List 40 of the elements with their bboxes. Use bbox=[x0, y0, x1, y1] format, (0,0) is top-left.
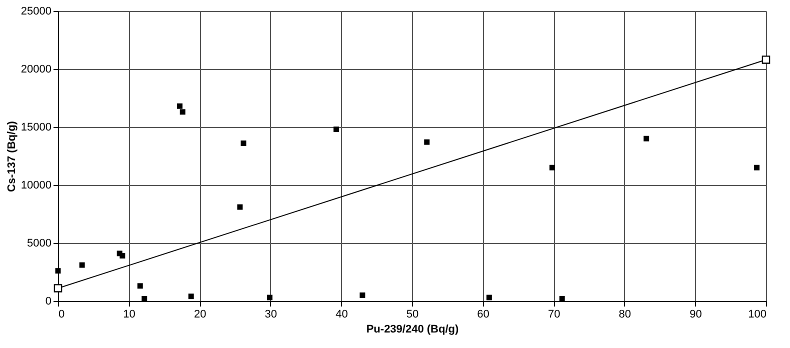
x-tick-label: 30 bbox=[264, 308, 278, 320]
y-tick-label: 0 bbox=[45, 296, 52, 308]
point bbox=[137, 283, 143, 289]
y-tick-label: 10000 bbox=[20, 180, 52, 192]
point bbox=[762, 56, 770, 64]
point bbox=[142, 296, 148, 302]
point bbox=[266, 294, 272, 300]
point bbox=[54, 284, 62, 292]
point bbox=[55, 268, 61, 274]
point bbox=[559, 296, 565, 302]
x-axis-title: Pu-239/240 (Bq/g) bbox=[366, 324, 459, 336]
point bbox=[240, 140, 246, 146]
point bbox=[360, 292, 366, 298]
point bbox=[120, 253, 126, 258]
x-tick-label: 80 bbox=[618, 308, 632, 320]
point bbox=[644, 136, 650, 142]
x-tick-label: 40 bbox=[336, 308, 348, 320]
x-tick-label: 100 bbox=[748, 308, 766, 320]
point bbox=[754, 164, 760, 170]
point bbox=[79, 262, 85, 268]
y-axis-title: Cs-137 (Bq/g) bbox=[6, 120, 18, 192]
x-tick-label: 60 bbox=[477, 308, 490, 320]
point bbox=[237, 204, 243, 210]
y-tick-label: 15000 bbox=[20, 122, 52, 134]
point bbox=[180, 109, 186, 115]
y-tick-label: 5000 bbox=[27, 238, 52, 250]
point bbox=[486, 294, 492, 300]
x-tick-label: 20 bbox=[194, 308, 206, 320]
point bbox=[549, 164, 555, 170]
x-tick-label: 70 bbox=[548, 308, 560, 320]
point bbox=[334, 126, 339, 132]
point bbox=[424, 139, 430, 145]
x-tick-label: 10 bbox=[123, 308, 136, 320]
y-tick-label: 25000 bbox=[20, 6, 52, 18]
point bbox=[188, 294, 194, 300]
x-tick-label: 0 bbox=[58, 308, 65, 320]
x-tick-label: 90 bbox=[690, 308, 702, 320]
point bbox=[177, 103, 183, 109]
y-tick-label: 20000 bbox=[20, 64, 52, 76]
x-tick-label: 50 bbox=[406, 308, 419, 320]
